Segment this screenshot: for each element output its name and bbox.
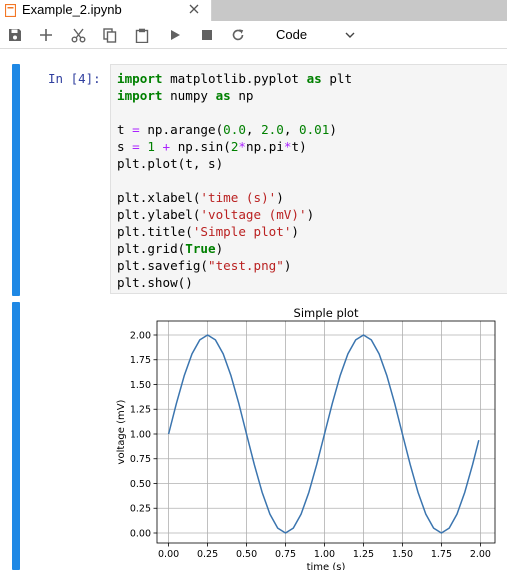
y-tick-label: 1.50 — [130, 380, 151, 391]
input-collapser[interactable] — [12, 64, 20, 296]
output-collapser[interactable] — [12, 302, 20, 570]
output-plot: 0.00 0.25 0.50 0.75 1.00 1.25 1.50 1.75 2.00 0.00… — [116, 306, 496, 570]
y-tick-label: 1.75 — [130, 355, 151, 366]
x-tick-label: 2.00 — [470, 549, 491, 560]
code-line: t = np.arange(0.0, 2.0, 0.01) — [117, 122, 337, 137]
y-tick-label: 0.00 — [130, 528, 151, 539]
tab-notebook[interactable]: Example_2.ipynb — [0, 0, 212, 21]
input-prompt: In [4]: — [48, 71, 101, 86]
tab-title: Example_2.ipynb — [22, 2, 122, 17]
interrupt-button[interactable] — [198, 26, 216, 44]
plot-area — [157, 321, 495, 543]
code-line: plt.ylabel('voltage (mV)') — [117, 207, 315, 222]
scissors-icon — [71, 28, 85, 42]
cell-type-value: Code — [276, 27, 308, 42]
code-line: s = 1 + np.sin(2*np.pi*t) — [117, 139, 307, 154]
notebook-toolbar: Code — [0, 21, 507, 49]
x-tick-label: 1.50 — [392, 549, 413, 560]
code-line: plt.xlabel('time (s)') — [117, 190, 284, 205]
paste-button[interactable] — [133, 26, 151, 44]
insert-cell-button[interactable] — [37, 26, 55, 44]
axes-frame — [156, 320, 496, 544]
code-line: import matplotlib.pyplot as plt — [117, 71, 353, 86]
chart-title: Simple plot — [294, 306, 359, 320]
y-tick-label: 0.25 — [130, 504, 151, 515]
notebook-icon — [5, 4, 16, 17]
code-line — [117, 104, 352, 121]
cell-type-dropdown[interactable]: Code — [270, 24, 364, 46]
code-editor[interactable]: import matplotlib.pyplot as plt import nu… — [110, 64, 507, 294]
y-tick-label: 0.50 — [130, 479, 151, 490]
restart-icon — [232, 29, 244, 41]
y-tick-label: 2.00 — [130, 330, 151, 341]
run-button[interactable] — [166, 26, 184, 44]
x-tick-label: 0.25 — [197, 549, 218, 560]
code-line: import numpy as np — [117, 88, 254, 103]
close-icon[interactable] — [187, 2, 201, 16]
plus-icon — [40, 29, 52, 41]
x-tick-label: 0.00 — [158, 549, 179, 560]
code-text: import matplotlib.pyplot as plt import nu… — [117, 70, 352, 291]
chevron-down-icon — [345, 32, 355, 38]
code-line: plt.show() — [117, 275, 193, 290]
y-tick-label: 0.75 — [130, 454, 151, 465]
code-line: plt.title('Simple plot') — [117, 224, 299, 239]
y-tick-label: 1.25 — [130, 405, 151, 416]
save-button[interactable] — [6, 26, 24, 44]
code-line: plt.plot(t, s) — [117, 156, 224, 171]
copy-button[interactable] — [101, 26, 119, 44]
x-axis-label: time (s) — [307, 562, 346, 570]
notebook-panel: In [4]: import matplotlib.pyplot as plt i… — [0, 50, 507, 570]
copy-icon — [103, 27, 117, 43]
x-tick-label: 1.75 — [431, 549, 452, 560]
x-tick-label: 1.25 — [353, 549, 374, 560]
paste-icon — [135, 28, 149, 43]
restart-button[interactable] — [229, 26, 247, 44]
x-tick-label: 0.50 — [236, 549, 257, 560]
y-tick-label: 1.00 — [130, 429, 151, 440]
play-icon — [171, 30, 180, 40]
stop-icon — [202, 30, 212, 40]
x-tick-label: 1.00 — [314, 549, 335, 560]
cut-button[interactable] — [69, 26, 87, 44]
code-line: plt.grid(True) — [117, 241, 224, 256]
code-line: plt.savefig("test.png") — [117, 258, 292, 273]
y-axis-label: voltage (mV) — [116, 399, 127, 464]
code-line — [117, 172, 352, 189]
x-tick-label: 0.75 — [275, 549, 296, 560]
tab-bar: Example_2.ipynb — [0, 0, 507, 21]
save-icon — [9, 29, 21, 41]
series-line — [167, 334, 480, 534]
